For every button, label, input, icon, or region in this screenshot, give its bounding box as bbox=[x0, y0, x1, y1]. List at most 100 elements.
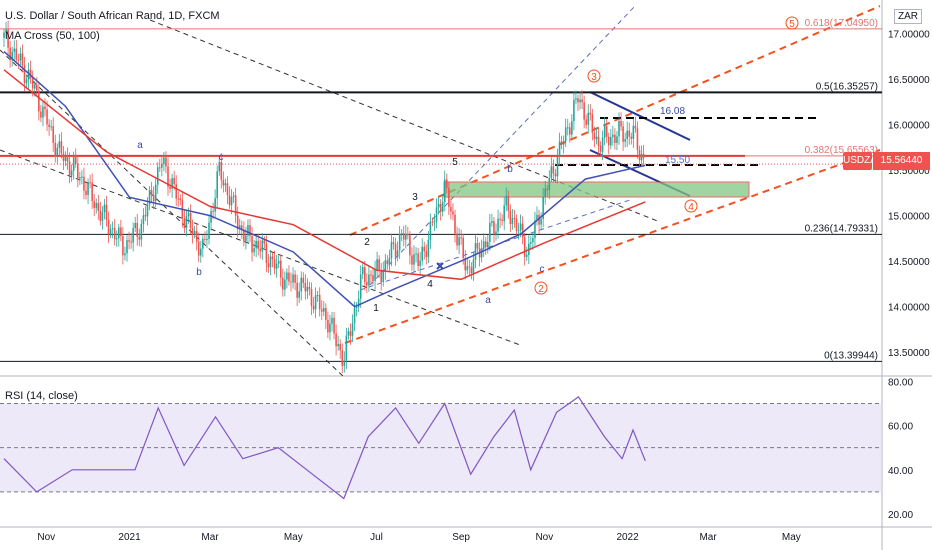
candle-body bbox=[275, 263, 278, 269]
fib-label-2: 0.382(15.65563) bbox=[805, 145, 878, 156]
candle-body bbox=[607, 136, 610, 146]
candle-body bbox=[566, 127, 569, 129]
candle-body bbox=[152, 195, 155, 202]
candle-body bbox=[52, 126, 54, 143]
candle-body bbox=[267, 263, 270, 268]
candle-body bbox=[441, 202, 444, 212]
candle-body bbox=[253, 248, 255, 253]
candle-body bbox=[495, 231, 497, 235]
candle-body bbox=[314, 295, 317, 310]
candle-body bbox=[515, 218, 518, 231]
price-tick-label: 17.00000 bbox=[888, 29, 930, 40]
candle-body bbox=[548, 177, 551, 191]
candle-body bbox=[171, 178, 173, 189]
candle-body bbox=[282, 277, 284, 290]
candle-body bbox=[54, 142, 57, 157]
candle-body bbox=[19, 53, 22, 61]
candle-body bbox=[134, 222, 136, 229]
orange-channel-upper bbox=[349, 5, 881, 236]
candle-body bbox=[603, 126, 606, 138]
candle-body bbox=[593, 132, 596, 140]
candle-body bbox=[316, 294, 319, 296]
candle-body bbox=[450, 206, 452, 212]
candle-body bbox=[265, 243, 268, 264]
wave-label: 1 bbox=[373, 303, 379, 314]
candle-body bbox=[232, 195, 235, 197]
candle-body bbox=[470, 267, 473, 274]
candle-body bbox=[366, 282, 368, 286]
candle-body bbox=[179, 198, 182, 201]
candle-body bbox=[462, 237, 464, 258]
candle-body bbox=[249, 225, 251, 237]
candle-body bbox=[349, 331, 352, 336]
candle-body bbox=[534, 220, 536, 238]
candle-body bbox=[392, 242, 395, 244]
time-tick-label: Mar bbox=[201, 532, 219, 543]
candle-body bbox=[290, 281, 292, 283]
candle-body bbox=[435, 207, 438, 222]
candle-body bbox=[339, 343, 341, 351]
price-tick-label: 16.50000 bbox=[888, 75, 930, 86]
channel-line-1 bbox=[0, 49, 346, 379]
candle-body bbox=[33, 84, 36, 89]
symbol-title[interactable]: U.S. Dollar / South African Rand, 1D, FX… bbox=[5, 10, 220, 22]
candle-body bbox=[200, 248, 202, 256]
candle-body bbox=[571, 121, 573, 135]
candle-body bbox=[118, 227, 120, 239]
candle-body bbox=[156, 167, 159, 185]
candle-body bbox=[91, 182, 93, 202]
candle-body bbox=[599, 145, 602, 152]
candle-body bbox=[126, 240, 128, 254]
candle-body bbox=[583, 102, 585, 120]
candle-body bbox=[341, 350, 344, 366]
candle-body bbox=[345, 335, 348, 361]
candle-body bbox=[544, 188, 546, 198]
candle-body bbox=[556, 156, 559, 177]
time-tick-label: Sep bbox=[452, 532, 470, 543]
candle-body bbox=[214, 198, 216, 212]
candle-body bbox=[81, 176, 83, 178]
candle-body bbox=[614, 134, 616, 144]
candle-body bbox=[497, 218, 499, 232]
candle-body bbox=[347, 331, 350, 336]
candle-body bbox=[128, 240, 130, 242]
candle-body bbox=[601, 137, 604, 152]
ma-cross-label[interactable]: MA Cross (50, 100) bbox=[5, 30, 100, 42]
candle-body bbox=[622, 126, 624, 142]
candle-body bbox=[427, 240, 430, 257]
level-label: 16.08 bbox=[660, 106, 685, 117]
candle-body bbox=[564, 127, 567, 142]
candle-body bbox=[25, 79, 28, 84]
candle-body bbox=[400, 233, 403, 235]
candle-body bbox=[9, 47, 11, 61]
candle-body bbox=[46, 109, 48, 125]
candle-body bbox=[376, 259, 378, 270]
candle-body bbox=[236, 215, 239, 230]
candle-body bbox=[175, 184, 177, 199]
candle-body bbox=[413, 254, 415, 265]
candle-body bbox=[296, 282, 298, 298]
candle-body bbox=[208, 222, 210, 239]
rsi-label[interactable]: RSI (14, close) bbox=[5, 390, 78, 402]
candle-body bbox=[31, 78, 34, 89]
candle-body bbox=[212, 210, 214, 212]
candle-body bbox=[575, 98, 577, 100]
candle-body bbox=[550, 166, 553, 178]
currency-button[interactable]: ZAR bbox=[894, 9, 922, 24]
candle-body bbox=[312, 305, 315, 310]
candle-body bbox=[638, 150, 641, 161]
candle-body bbox=[310, 289, 313, 306]
candle-body bbox=[5, 29, 7, 33]
candle-body bbox=[587, 112, 590, 125]
candle-body bbox=[300, 277, 303, 292]
candle-body bbox=[144, 215, 147, 217]
candle-body bbox=[351, 323, 354, 336]
axes: 13.50000 14.00000 14.50000 15.00000 15.50000… bbox=[37, 29, 930, 543]
candle-body bbox=[468, 266, 471, 268]
candle-body bbox=[540, 218, 542, 225]
candle-body bbox=[234, 195, 237, 216]
candle-body bbox=[618, 121, 620, 137]
candle-body bbox=[407, 233, 409, 236]
candle-body bbox=[56, 147, 59, 157]
